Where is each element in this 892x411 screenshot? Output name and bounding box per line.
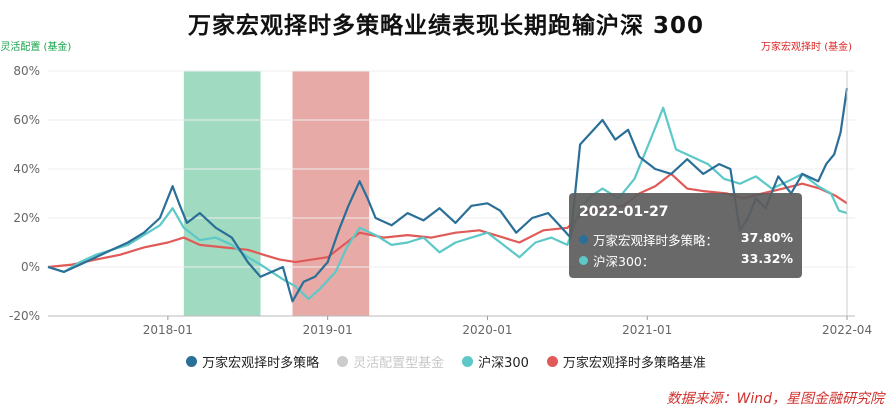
flex-legend-icon: [337, 356, 349, 367]
tooltip-label-fund: 万家宏观择时多策略：: [593, 233, 719, 248]
hs300-dot-icon: [579, 256, 588, 265]
fund-tag-right: 万家宏观择时 (基金): [761, 42, 852, 53]
tooltip-value-hs300: 33.32%: [740, 251, 793, 266]
x-tick-label: 2019-01: [303, 323, 353, 337]
fund-dot-icon: [579, 235, 588, 244]
fund-tag-left: · 灵活配置 (基金): [0, 42, 72, 53]
legend-item-hs300[interactable]: 沪深300: [462, 352, 529, 371]
x-tick-label: 2021-01: [622, 323, 672, 337]
legend: 万家宏观择时多策略 灵活配置型基金 沪深300 万家宏观择时多策略基准: [0, 352, 892, 371]
y-tick-label: 20%: [13, 211, 40, 225]
legend-item-bench[interactable]: 万家宏观择时多策略基准: [546, 352, 706, 371]
x-tick-label: 2022-04: [822, 323, 872, 337]
y-tick-label: 0%: [21, 260, 40, 274]
y-tick-label: 60%: [13, 113, 40, 127]
x-axis: 2018-01 2019-01 2020-01 2021-01 2022-04: [143, 316, 872, 337]
green-band-0: [183, 71, 261, 316]
fund-legend-icon: [186, 356, 198, 367]
legend-label-fund: 万家宏观择时多策略: [202, 356, 320, 371]
tooltip-date: 2022-01-27: [579, 204, 669, 220]
hs300-legend-icon: [462, 356, 474, 367]
x-tick-label: 2020-01: [462, 323, 512, 337]
red-band-1: [292, 71, 370, 316]
legend-item-flex[interactable]: 灵活配置型基金: [337, 352, 444, 371]
highlight-bands: [183, 71, 370, 316]
legend-label-flex: 灵活配置型基金: [353, 356, 445, 371]
tooltip-row-fund: 万家宏观择时多策略：: [579, 230, 718, 249]
legend-item-fund[interactable]: 万家宏观择时多策略: [186, 352, 319, 371]
bench-legend-icon: [546, 356, 558, 367]
y-tick-label: -20%: [9, 309, 40, 323]
tooltip-row-hs300: 沪深300：: [579, 251, 654, 270]
x-tick-label: 2018-01: [143, 323, 193, 337]
legend-label-hs300: 沪深300: [478, 356, 529, 371]
y-tick-label: 80%: [13, 64, 40, 78]
tooltip-value-fund: 37.80%: [740, 230, 793, 245]
y-tick-label: 40%: [13, 162, 40, 176]
chart-title: 万家宏观择时多策略业绩表现长期跑输沪深 300: [187, 13, 705, 39]
tooltip-label-hs300: 沪深300：: [593, 254, 655, 269]
tooltip: 2022-01-27 万家宏观择时多策略： 37.80% 沪深300： 33.3…: [569, 193, 802, 278]
y-axis: -20% 0% 20% 40% 60% 80%: [9, 64, 40, 323]
series-line-hs300: [47, 106, 848, 300]
data-source: 数据来源：Wind，星图金融研究院: [666, 391, 885, 407]
legend-label-bench: 万家宏观择时多策略基准: [562, 356, 706, 371]
